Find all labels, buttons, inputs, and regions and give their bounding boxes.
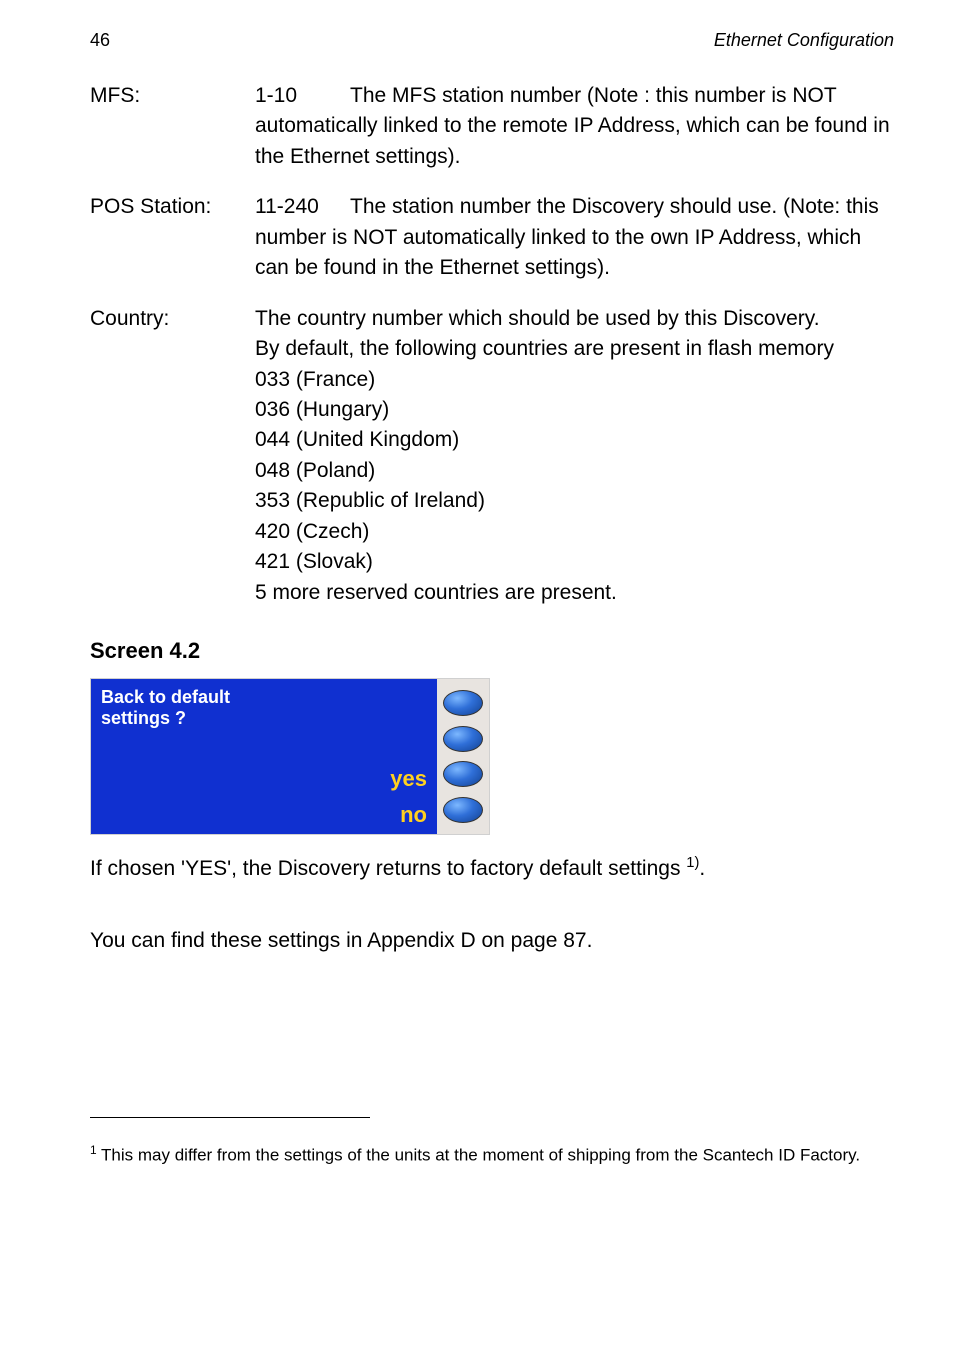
device-button-column	[437, 679, 489, 834]
country-line: 5 more reserved countries are present.	[255, 578, 894, 608]
definition-body: 11-240The station number the Discovery s…	[255, 192, 894, 283]
definition-body: The country number which should be used …	[255, 304, 894, 608]
option-yes-label: yes	[390, 766, 427, 792]
definition-label: MFS:	[90, 81, 255, 172]
country-line: 353 (Republic of Ireland)	[255, 486, 894, 516]
footnote-ref: 1)	[686, 855, 699, 871]
hardware-button-icon	[443, 797, 483, 823]
definition-text: The MFS station number (Note : this numb…	[255, 84, 890, 168]
country-line: 420 (Czech)	[255, 517, 894, 547]
country-line: 421 (Slovak)	[255, 547, 894, 577]
definition-label: POS Station:	[90, 192, 255, 283]
country-line: 048 (Poland)	[255, 456, 894, 486]
footnote-marker: 1	[90, 1143, 97, 1157]
device-screenshot: Back to default settings ? yes no	[90, 678, 490, 835]
text-span: If chosen 'YES', the Discovery returns t…	[90, 857, 686, 880]
definition-label: Country:	[90, 304, 255, 608]
paragraph-after-yes: If chosen 'YES', the Discovery returns t…	[90, 853, 894, 884]
text-span: .	[699, 857, 705, 880]
hardware-button-icon	[443, 726, 483, 752]
definition-mfs: MFS: 1-10The MFS station number (Note : …	[90, 81, 894, 172]
page-number: 46	[90, 30, 110, 51]
option-no-label: no	[400, 802, 427, 828]
footnote-text: 1 This may differ from the settings of t…	[90, 1142, 894, 1168]
footnote-separator	[90, 1117, 370, 1118]
footnote-body: This may differ from the settings of the…	[97, 1146, 860, 1165]
definition-country: Country: The country number which should…	[90, 304, 894, 608]
country-line: 044 (United Kingdom)	[255, 425, 894, 455]
prompt-line: settings ?	[101, 708, 427, 729]
section-title: Ethernet Configuration	[714, 30, 894, 51]
prompt-line: Back to default	[101, 687, 427, 708]
country-line: 036 (Hungary)	[255, 395, 894, 425]
paragraph-appendix: You can find these settings in Appendix …	[90, 926, 894, 956]
device-screen: Back to default settings ? yes no	[91, 679, 437, 834]
country-line: By default, the following countries are …	[255, 334, 894, 364]
page-header: 46 Ethernet Configuration	[90, 30, 894, 51]
hardware-button-icon	[443, 761, 483, 787]
range-value: 1-10	[255, 81, 350, 111]
range-value: 11-240	[255, 192, 350, 222]
definition-pos-station: POS Station: 11-240The station number th…	[90, 192, 894, 283]
country-line: 033 (France)	[255, 365, 894, 395]
screen-heading: Screen 4.2	[90, 638, 894, 664]
definition-body: 1-10The MFS station number (Note : this …	[255, 81, 894, 172]
country-line: The country number which should be used …	[255, 304, 894, 334]
hardware-button-icon	[443, 690, 483, 716]
